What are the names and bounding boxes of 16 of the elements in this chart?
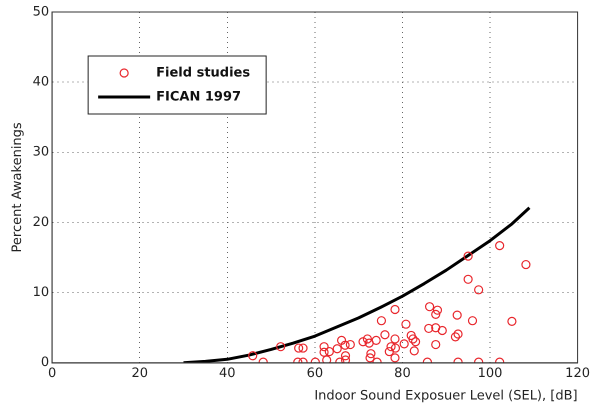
x-tick-label: 20 bbox=[131, 366, 148, 381]
x-tick-label: 40 bbox=[219, 366, 236, 381]
y-axis-title: Percent Awakenings bbox=[10, 122, 26, 252]
x-tick-label: 120 bbox=[565, 366, 590, 381]
x-axis-title: Indoor Sound Exposuer Level (SEL), [dB] bbox=[314, 388, 578, 404]
y-tick-label: 30 bbox=[32, 144, 50, 160]
y-tick-label: 40 bbox=[32, 74, 50, 90]
x-tick-label: 100 bbox=[478, 366, 502, 381]
y-tick-label: 20 bbox=[32, 214, 50, 230]
y-tick-label: 0 bbox=[40, 355, 50, 370]
legend-label: FICAN 1997 bbox=[156, 89, 242, 104]
legend-label: Field studies bbox=[156, 65, 250, 80]
y-tick-label: 50 bbox=[32, 4, 50, 20]
y-tick-label: 10 bbox=[32, 285, 50, 300]
x-tick-label: 80 bbox=[394, 366, 411, 381]
x-tick-label: 60 bbox=[306, 366, 324, 381]
